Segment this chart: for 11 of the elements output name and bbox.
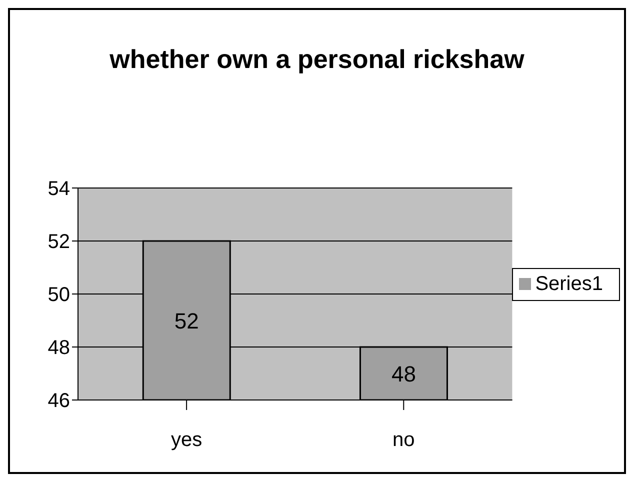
y-tick-label: 52 (48, 231, 70, 254)
y-tick-label: 50 (48, 284, 70, 306)
y-tick-label: 46 (48, 390, 70, 412)
y-tick-label: 54 (48, 178, 70, 200)
legend-label: Series1 (535, 272, 603, 294)
x-tick-label: yes (170, 429, 202, 452)
chart-title: whether own a personal rickshaw (108, 43, 526, 76)
data-label: 48 (391, 361, 416, 386)
y-tick-label: 48 (48, 337, 70, 360)
x-tick-label: no (392, 429, 415, 452)
data-label: 52 (174, 308, 199, 334)
